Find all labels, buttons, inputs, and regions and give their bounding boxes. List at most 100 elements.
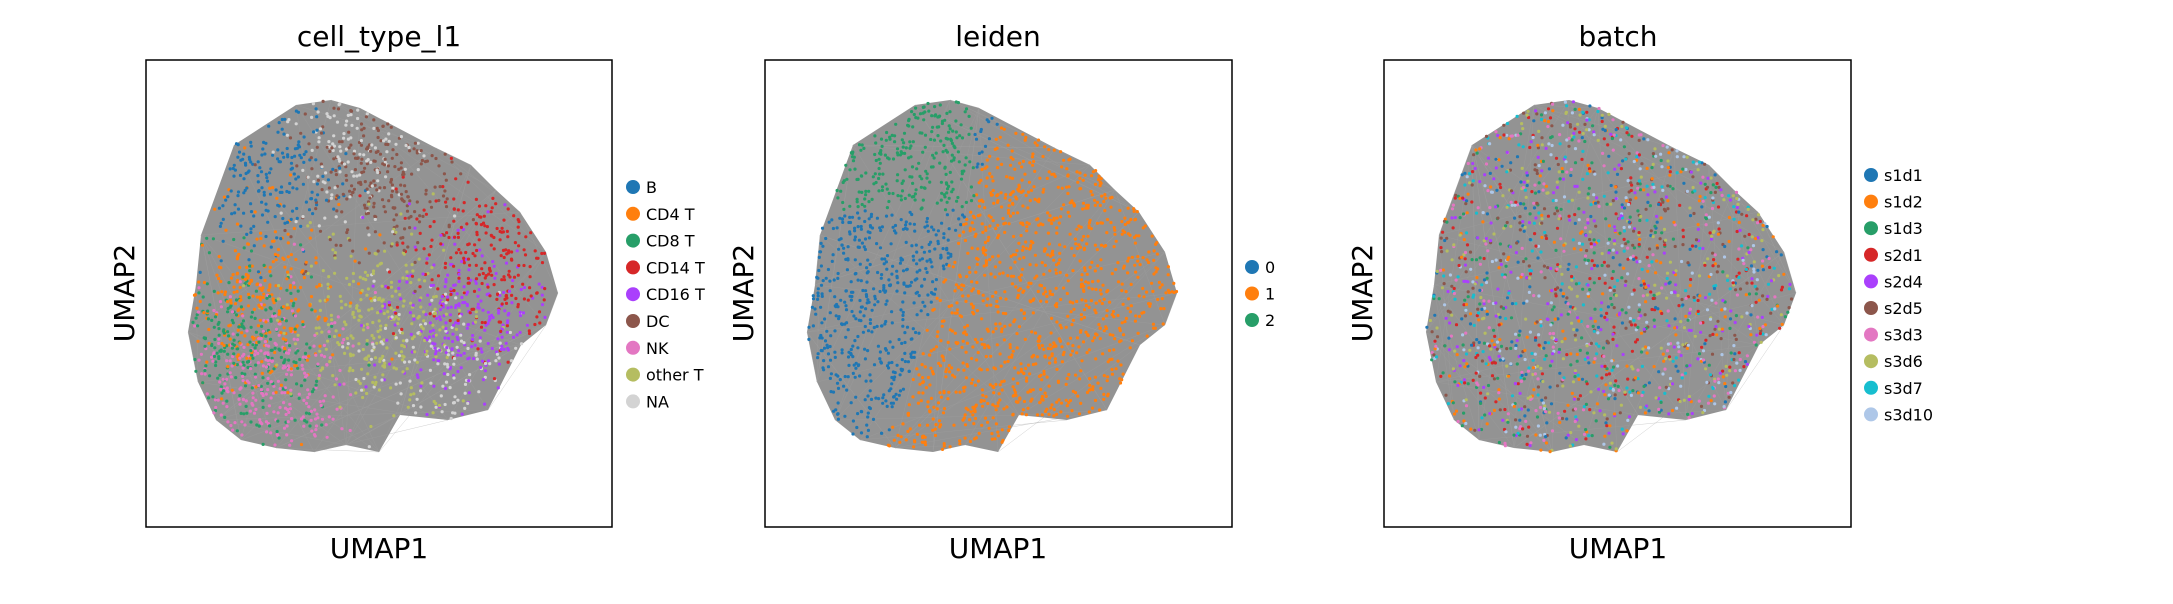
scatter-point — [424, 322, 427, 325]
scatter-point — [506, 347, 509, 350]
scatter-point — [266, 221, 269, 224]
scatter-point — [984, 241, 987, 244]
scatter-point — [904, 197, 907, 200]
scatter-point — [524, 235, 527, 238]
scatter-point — [1515, 251, 1518, 254]
scatter-point — [283, 347, 286, 350]
scatter-point — [533, 323, 536, 326]
scatter-point — [955, 100, 958, 103]
scatter-point — [220, 350, 223, 353]
scatter-point — [1048, 356, 1051, 359]
scatter-point — [269, 193, 272, 196]
scatter-point — [1016, 211, 1019, 214]
scatter-point — [829, 377, 832, 380]
scatter-point — [1010, 255, 1013, 258]
scatter-point — [962, 390, 965, 393]
scatter-point — [289, 173, 292, 176]
scatter-point — [444, 262, 447, 265]
scatter-point — [969, 211, 972, 214]
scatter-point — [1645, 219, 1648, 222]
scatter-point — [392, 218, 395, 221]
scatter-point — [452, 324, 455, 327]
scatter-point — [1044, 410, 1047, 413]
scatter-point — [1539, 434, 1542, 437]
scatter-point — [992, 202, 995, 205]
scatter-point — [283, 358, 286, 361]
scatter-point — [308, 346, 311, 349]
scatter-point — [1024, 136, 1027, 139]
scatter-point — [1086, 235, 1089, 238]
scatter-point — [914, 192, 917, 195]
scatter-point — [914, 278, 917, 281]
scatter-point — [830, 218, 833, 221]
scatter-point — [1582, 211, 1585, 214]
scatter-point — [468, 264, 471, 267]
scatter-point — [243, 334, 246, 337]
scatter-point — [197, 311, 200, 314]
scatter-point — [967, 133, 970, 136]
scatter-point — [1131, 339, 1134, 342]
scatter-point — [1609, 203, 1612, 206]
scatter-point — [263, 191, 266, 194]
scatter-point — [307, 405, 310, 408]
scatter-point — [900, 218, 903, 221]
scatter-point — [379, 153, 382, 156]
scatter-point — [313, 433, 316, 436]
scatter-point — [933, 293, 936, 296]
scatter-point — [419, 306, 422, 309]
scatter-point — [954, 312, 957, 315]
scatter-point — [881, 145, 884, 148]
scatter-point — [957, 286, 960, 289]
scatter-point — [928, 383, 931, 386]
scatter-point — [408, 226, 411, 229]
scatter-point — [1059, 271, 1062, 274]
scatter-point — [1456, 353, 1459, 356]
scatter-point — [281, 152, 284, 155]
scatter-point — [510, 259, 513, 262]
scatter-point — [896, 179, 899, 182]
scatter-point — [454, 296, 457, 299]
scatter-point — [272, 151, 275, 154]
scatter-point — [1555, 157, 1558, 160]
scatter-point — [1518, 334, 1521, 337]
scatter-point — [390, 178, 393, 181]
scatter-point — [349, 353, 352, 356]
scatter-point — [206, 392, 209, 395]
scatter-point — [453, 214, 456, 217]
scatter-point — [249, 231, 252, 234]
scatter-point — [396, 306, 399, 309]
scatter-point — [499, 321, 502, 324]
scatter-point — [915, 188, 918, 191]
scatter-point — [1659, 237, 1662, 240]
scatter-point — [304, 112, 307, 115]
scatter-point — [817, 269, 820, 272]
scatter-point — [1008, 356, 1011, 359]
scatter-point — [446, 306, 449, 309]
scatter-point — [1671, 409, 1674, 412]
scatter-point — [419, 232, 422, 235]
scatter-point — [463, 407, 466, 410]
scatter-point — [1023, 317, 1026, 320]
scatter-point — [384, 143, 387, 146]
scatter-point — [394, 312, 397, 315]
scatter-point — [1488, 142, 1491, 145]
scatter-point — [820, 264, 823, 267]
scatter-point — [343, 163, 346, 166]
scatter-point — [837, 248, 840, 251]
scatter-point — [441, 326, 444, 329]
scatter-point — [1472, 294, 1475, 297]
scatter-point — [983, 343, 986, 346]
scatter-point — [996, 157, 999, 160]
scatter-point — [1532, 366, 1535, 369]
scatter-point — [976, 247, 979, 250]
scatter-point — [523, 286, 526, 289]
scatter-point — [310, 308, 313, 311]
scatter-point — [1134, 320, 1137, 323]
scatter-point — [423, 247, 426, 250]
scatter-point — [1636, 209, 1639, 212]
scatter-point — [1058, 337, 1061, 340]
scatter-point — [860, 306, 863, 309]
scatter-point — [481, 282, 484, 285]
scatter-point — [943, 195, 946, 198]
scatter-point — [335, 244, 338, 247]
